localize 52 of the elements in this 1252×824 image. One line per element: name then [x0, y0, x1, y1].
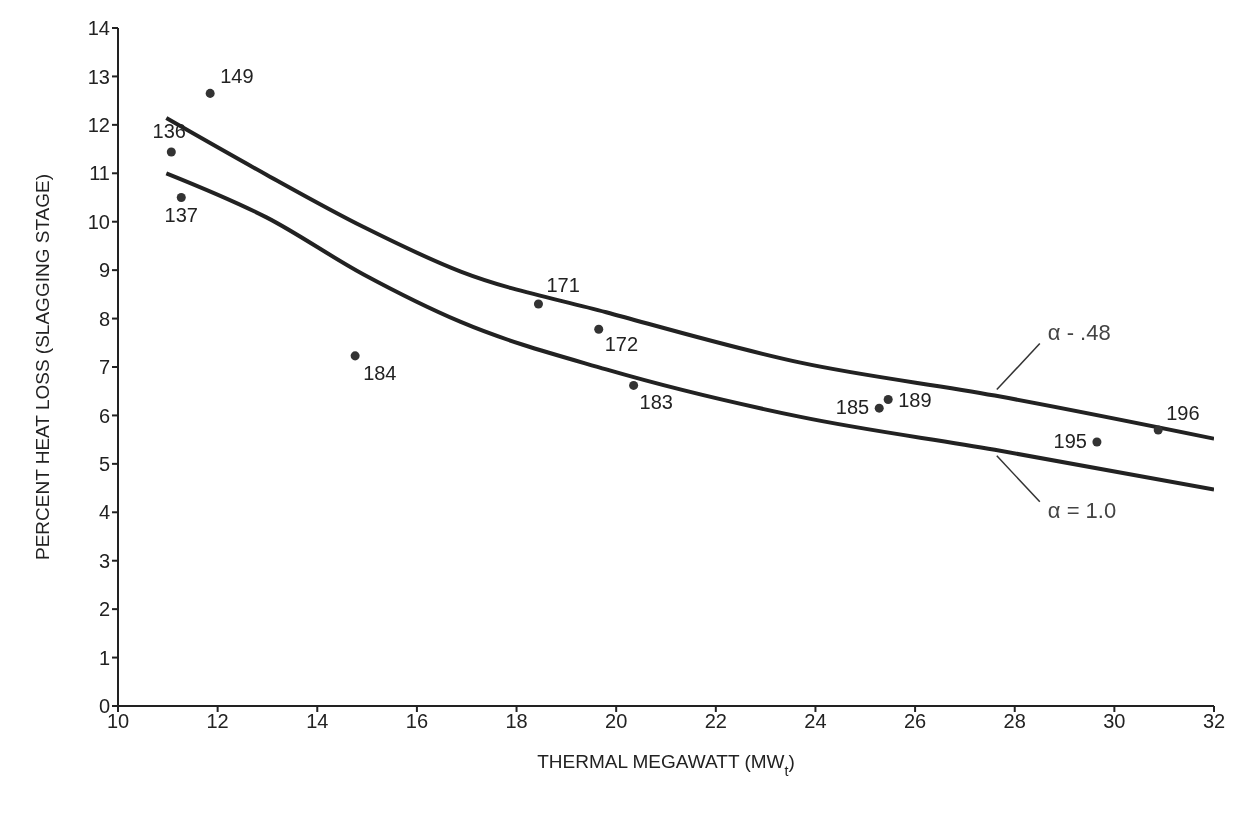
y-tick-label: 2 — [98, 598, 110, 621]
x-tick-label: 28 — [1003, 710, 1026, 733]
point — [629, 380, 639, 390]
point — [533, 299, 543, 309]
annotation: 171 — [546, 274, 580, 297]
point — [205, 88, 215, 98]
annotation: 149 — [220, 65, 254, 88]
x-axis-title: THERMAL MEGAWATT (MW$_{t}$) — [537, 751, 795, 779]
point — [1092, 437, 1102, 447]
x-tick-label: 20 — [605, 710, 628, 733]
annotation: 196 — [1166, 401, 1200, 424]
x-tick-label: 18 — [505, 710, 528, 733]
y-tick-label: 12 — [87, 113, 110, 136]
y-axis-title: PERCENT HEAT LOSS (SLAGGING STAGE) — [31, 173, 53, 561]
annotation: 184 — [363, 361, 397, 384]
y-tick-label: 3 — [98, 549, 110, 572]
y-tick-label: 6 — [98, 404, 110, 427]
text: α - .48 — [1047, 319, 1111, 345]
annotation: 137 — [164, 203, 198, 226]
x-tick-label: 26 — [903, 710, 927, 733]
point — [166, 147, 176, 157]
point — [1153, 425, 1163, 435]
x-tick-label: 14 — [306, 710, 329, 733]
x-tick-label: 30 — [1103, 710, 1126, 733]
y-tick-label: 7 — [98, 356, 110, 379]
point — [594, 324, 604, 334]
y-tick-label: 9 — [98, 259, 110, 282]
y-tick-label: 10 — [87, 210, 110, 233]
x-tick-label: 32 — [1202, 710, 1226, 733]
y-tick-label: 14 — [87, 17, 110, 40]
point — [883, 394, 893, 404]
point — [874, 403, 884, 413]
annotation: 172 — [604, 333, 639, 356]
annotation: 183 — [639, 391, 673, 414]
y-tick-label: 5 — [98, 452, 110, 475]
series-label: α = 1.0 — [1047, 497, 1117, 523]
annotation: 189 — [898, 389, 932, 412]
annotation: 195 — [1053, 430, 1087, 453]
y-tick-label: 11 — [89, 162, 110, 185]
y-tick-label: 1 — [98, 646, 110, 669]
y-tick-label: 8 — [98, 307, 110, 330]
x-tick-label: 24 — [804, 710, 827, 733]
x-tick-label: 16 — [405, 710, 429, 733]
y-tick-label: 13 — [87, 65, 110, 88]
y-tick-label: 4 — [98, 501, 110, 524]
point — [176, 192, 186, 203]
x-tick-label: 22 — [704, 710, 727, 733]
point — [350, 351, 360, 361]
annotation: 185 — [835, 396, 870, 419]
x-tick-label: 12 — [206, 710, 229, 733]
line-series — [164, 171, 1214, 492]
y-tick-label: 0 — [98, 695, 110, 718]
